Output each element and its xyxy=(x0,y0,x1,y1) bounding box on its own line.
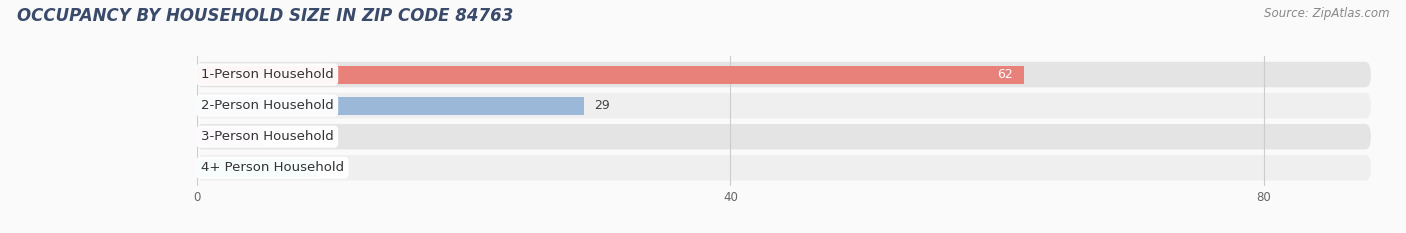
Text: 62: 62 xyxy=(998,68,1014,81)
Text: 29: 29 xyxy=(595,99,610,112)
Bar xyxy=(197,159,316,177)
Text: OCCUPANCY BY HOUSEHOLD SIZE IN ZIP CODE 84763: OCCUPANCY BY HOUSEHOLD SIZE IN ZIP CODE … xyxy=(17,7,513,25)
FancyBboxPatch shape xyxy=(197,124,1371,149)
Bar xyxy=(197,128,263,146)
Bar xyxy=(197,65,1024,84)
Text: 5: 5 xyxy=(274,130,283,143)
Text: 2-Person Household: 2-Person Household xyxy=(201,99,333,112)
Bar xyxy=(197,97,583,115)
FancyBboxPatch shape xyxy=(197,155,1371,181)
FancyBboxPatch shape xyxy=(197,93,1371,118)
Text: 3-Person Household: 3-Person Household xyxy=(201,130,333,143)
Text: Source: ZipAtlas.com: Source: ZipAtlas.com xyxy=(1264,7,1389,20)
Text: 4+ Person Household: 4+ Person Household xyxy=(201,161,344,174)
Text: 9: 9 xyxy=(328,161,336,174)
Text: 1-Person Household: 1-Person Household xyxy=(201,68,333,81)
FancyBboxPatch shape xyxy=(197,62,1371,87)
